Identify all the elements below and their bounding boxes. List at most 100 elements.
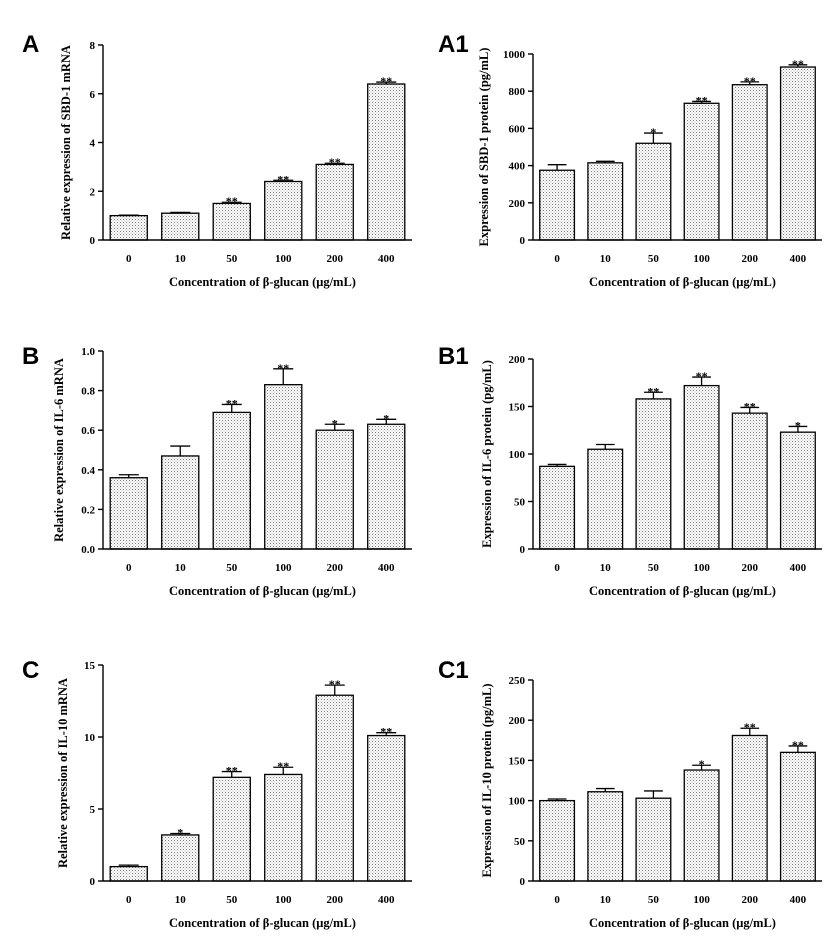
bar (587, 448, 624, 550)
y-tick-label: 0 (520, 876, 526, 888)
y-axis-title: Relative expression of IL-10 mRNA (56, 678, 70, 868)
x-tick-label: 200 (327, 894, 344, 906)
bar (731, 84, 768, 241)
x-axis-title: Concentration of β-glucan (μg/mL) (169, 916, 356, 930)
bar (683, 769, 720, 882)
y-tick-label: 0.6 (81, 425, 95, 437)
x-tick-label: 0 (126, 894, 132, 906)
significance-label: ** (226, 764, 238, 778)
significance-label: ** (696, 369, 708, 383)
y-tick-label: 100 (509, 796, 526, 808)
bar (635, 142, 672, 241)
bar (635, 797, 672, 882)
bar (109, 865, 148, 882)
x-tick-label: 10 (175, 894, 187, 906)
y-axis-title: Expression of IL-6 protein (pg/mL) (480, 360, 494, 548)
bar (683, 384, 720, 550)
x-tick-label: 10 (600, 253, 612, 265)
x-tick-label: 100 (275, 253, 292, 265)
significance-label: ** (696, 93, 708, 107)
y-tick-label: 150 (509, 755, 526, 767)
x-tick-label: 100 (275, 562, 292, 574)
y-tick-label: 1000 (503, 49, 526, 61)
bar (161, 455, 200, 550)
significance-label: ** (277, 759, 289, 773)
bar (109, 214, 148, 241)
bar (212, 411, 251, 550)
bar (779, 66, 816, 241)
bar (683, 102, 720, 241)
significance-label: ** (329, 155, 341, 169)
bar (731, 412, 768, 550)
panel-letter: B1 (438, 343, 469, 370)
x-tick-label: 200 (742, 894, 759, 906)
y-tick-label: 50 (514, 497, 526, 509)
y-tick-label: 6 (90, 89, 96, 101)
significance-label: * (795, 418, 801, 432)
bar (731, 734, 768, 882)
significance-label: ** (277, 361, 289, 375)
x-tick-label: 100 (693, 562, 710, 574)
bar (367, 83, 406, 241)
significance-label: * (177, 825, 183, 839)
bar (212, 202, 251, 241)
bar (161, 212, 200, 241)
bar (635, 398, 672, 550)
panel-letter: A1 (438, 31, 469, 58)
bar (264, 384, 303, 550)
x-tick-label: 0 (126, 562, 132, 574)
panel-letter: A (22, 31, 39, 58)
significance-label: ** (744, 399, 756, 413)
y-tick-label: 50 (514, 836, 526, 848)
x-tick-label: 50 (648, 253, 660, 265)
y-tick-label: 0 (90, 876, 96, 888)
x-tick-label: 200 (327, 562, 344, 574)
y-tick-label: 15 (84, 660, 96, 672)
panel-letter: C1 (438, 657, 469, 684)
x-tick-label: 0 (554, 253, 560, 265)
x-tick-label: 0 (554, 562, 560, 574)
bar (109, 477, 148, 550)
x-tick-label: 10 (175, 562, 187, 574)
bar (367, 734, 406, 882)
bar (264, 773, 303, 882)
y-tick-label: 0 (520, 544, 526, 556)
x-axis-title: Concentration of β-glucan (μg/mL) (169, 275, 356, 289)
significance-label: * (699, 757, 705, 771)
x-tick-label: 10 (175, 253, 187, 265)
panel-a: A 0 2 4 6 8 Relative expression of SBD-1 mRNA 0… (22, 31, 412, 289)
significance-label: ** (226, 396, 238, 410)
x-tick-label: 400 (378, 894, 395, 906)
x-tick-label: 0 (126, 253, 132, 265)
bar (315, 163, 354, 241)
x-tick-label: 200 (742, 562, 759, 574)
x-tick-label: 100 (693, 894, 710, 906)
significance-label: * (332, 416, 338, 430)
y-tick-label: 400 (509, 161, 526, 173)
y-tick-label: 10 (84, 732, 96, 744)
significance-label: ** (277, 172, 289, 186)
bar (212, 776, 251, 882)
x-tick-label: 400 (790, 562, 807, 574)
y-tick-label: 600 (509, 123, 526, 135)
y-tick-label: 0.4 (81, 465, 95, 477)
panel-c: C 0 5 10 15 Relative expression of IL-10 mRNA… (22, 657, 412, 930)
significance-label: ** (647, 384, 659, 398)
y-tick-label: 4 (90, 138, 96, 150)
x-tick-label: 10 (600, 894, 612, 906)
y-tick-label: 150 (509, 402, 526, 414)
x-tick-label: 400 (790, 253, 807, 265)
y-tick-label: 100 (509, 449, 526, 461)
bar (587, 162, 624, 241)
panel-letter: C (22, 657, 39, 684)
bar (264, 180, 303, 241)
x-tick-label: 50 (226, 253, 238, 265)
y-axis-title: Expression of IL-10 protein (pg/mL) (480, 683, 494, 877)
significance-label: ** (744, 74, 756, 88)
x-tick-label: 0 (554, 894, 560, 906)
x-tick-label: 10 (600, 562, 612, 574)
panel-b: B 0.0 0.2 0.4 0.6 0.8 1.0 Relative expression o… (22, 343, 412, 598)
